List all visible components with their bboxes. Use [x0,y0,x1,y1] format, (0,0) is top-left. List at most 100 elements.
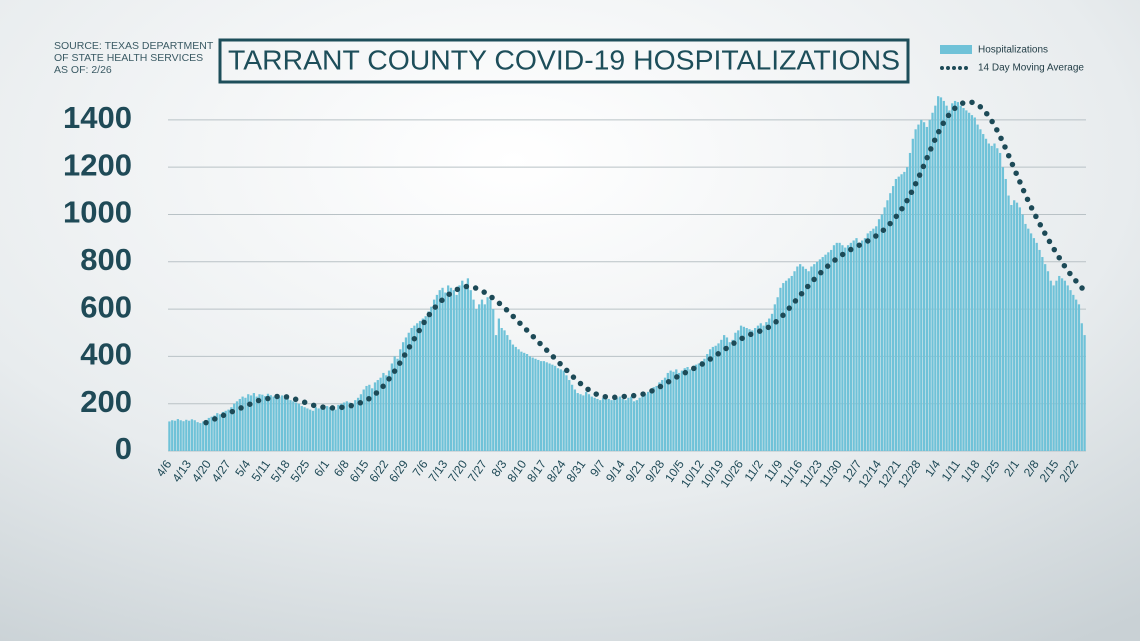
bar [216,413,219,451]
bar [852,240,855,451]
bar [247,394,250,451]
bar [768,318,771,451]
bar [309,409,312,451]
bar [669,370,672,451]
bar [714,345,717,451]
bar [934,105,937,452]
bar [449,287,453,451]
bar [1046,271,1050,451]
bar [480,299,484,451]
bar [621,398,624,451]
bar [554,365,557,451]
bar [613,398,616,451]
bar [849,242,852,451]
bar [534,358,537,451]
bar [804,268,807,451]
bar [959,105,962,452]
bar [973,117,976,451]
bar [1044,264,1047,451]
bar [920,119,923,451]
bar [387,370,391,451]
bar [632,401,636,451]
bar [494,335,498,451]
bar [984,138,988,451]
bar [962,108,965,452]
bar [607,398,610,451]
bar [880,214,883,451]
bar [506,335,509,451]
bar [1038,249,1041,451]
bar [303,407,306,451]
bar [447,285,450,451]
bar [942,100,945,451]
bar [869,231,872,451]
bar [745,328,748,451]
bar [382,372,385,451]
bar [207,417,210,451]
bar [830,249,833,451]
bar [373,382,377,451]
bar [855,238,858,451]
bar [365,385,368,451]
bar [556,368,560,451]
bar [858,242,861,451]
bar [548,363,551,451]
bar [725,337,729,451]
bar [987,143,990,451]
bar [452,290,455,451]
bar [517,349,520,451]
bar [469,290,472,451]
bar [604,396,608,451]
bar [1063,280,1067,451]
bar [458,285,461,451]
bar [996,148,999,451]
bar [1021,214,1024,451]
bar [185,419,188,451]
bar [376,380,379,451]
bar [773,304,776,451]
bar [463,285,467,451]
bar [190,419,194,451]
bar [407,332,410,451]
bar [537,359,540,451]
source-line: SOURCE: TEXAS DEPARTMENT [54,40,214,52]
bar [500,328,503,451]
bar [1077,304,1081,451]
bar [306,408,309,451]
y-tick-label: 400 [80,337,132,372]
bar [787,278,791,451]
bar [176,419,179,451]
bar [435,294,439,451]
bar [720,339,723,451]
bar [970,115,974,451]
bar [979,129,982,452]
legend-label: Hospitalizations [978,45,1048,56]
bar [753,328,757,451]
bar [497,318,501,451]
bar [652,387,655,451]
bar [644,394,647,451]
bar [731,339,734,451]
bar [509,339,512,451]
bar [596,398,599,451]
bar [342,402,346,451]
bar [790,275,793,451]
bar [478,304,481,451]
bar [227,409,230,451]
bar [489,299,492,451]
bar [807,271,810,451]
source-line: OF STATE HEALTH SERVICES [54,52,203,64]
bar [624,400,627,451]
bar [570,384,574,451]
bar [317,408,320,451]
bar [441,287,444,451]
bar [579,394,582,451]
bar [1032,238,1036,451]
bar [432,299,436,451]
bar [430,306,433,451]
bar [486,297,489,451]
bar [945,105,948,452]
bar [351,403,354,451]
bar [1041,257,1044,451]
bar [793,271,796,451]
